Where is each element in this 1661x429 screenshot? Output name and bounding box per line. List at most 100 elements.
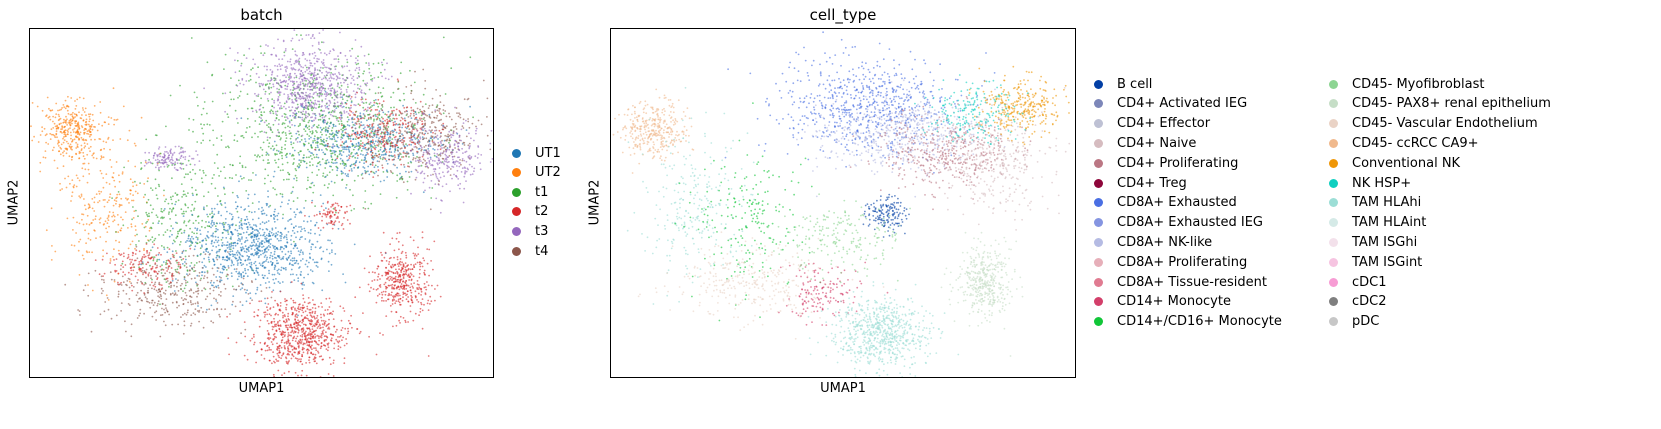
legend-item-cd4plus-activated-ieg: CD4+ Activated IEG	[1094, 95, 1247, 113]
legend-item-cd4plus-treg: CD4+ Treg	[1094, 174, 1187, 192]
point-cloud-t3-top	[203, 29, 393, 147]
legend-item-conventional-nk: Conventional NK	[1329, 154, 1460, 172]
legend-label: CD45- PAX8+ renal epithelium	[1352, 96, 1551, 112]
point-cloud-t3-small	[143, 145, 201, 172]
legend-label: TAM HLAhi	[1352, 195, 1422, 211]
legend-item-cd8aplus-exhausted-ieg: CD8A+ Exhausted IEG	[1094, 214, 1263, 232]
legend-label: CD4+ Treg	[1117, 175, 1187, 191]
point-cloud-conventional-nk	[968, 65, 1070, 146]
legend-label: Conventional NK	[1352, 155, 1461, 171]
legend-label: CD45- Vascular Endothelium	[1352, 116, 1538, 132]
point-cloud-tam-hlahi-arm	[626, 86, 755, 305]
legend-marker	[512, 148, 521, 158]
legend-item-t2: t2	[512, 203, 548, 221]
point-cloud-tam-hlahi	[807, 281, 960, 377]
legend-marker	[1094, 218, 1103, 228]
legend-marker	[1329, 99, 1338, 109]
legend-label: CD8A+ Tissue-resident	[1117, 274, 1267, 290]
legend-item-tam-isghi: TAM ISGhi	[1329, 233, 1417, 251]
legend-marker	[1329, 218, 1338, 228]
legend-marker	[1094, 178, 1103, 188]
legend-label: t2	[535, 204, 549, 220]
legend-label: TAM ISGint	[1352, 254, 1423, 270]
batch-y-axis-label: UMAP2	[6, 179, 22, 226]
batch-title: batch	[240, 6, 283, 24]
point-cloud-t1-arm	[111, 117, 254, 306]
point-cloud-t2-small	[304, 200, 352, 230]
batch-plot-area	[29, 28, 494, 378]
legend-label: UT2	[535, 165, 561, 181]
legend-marker	[1329, 257, 1338, 267]
legend-item-cd45-myofibroblast: CD45- Myofibroblast	[1329, 75, 1484, 93]
legend-marker	[1329, 297, 1338, 307]
legend-marker	[1094, 257, 1103, 267]
legend-item-cd4plus-naive: CD4+ Naive	[1094, 134, 1196, 152]
legend-marker	[1094, 99, 1103, 109]
legend-marker	[1094, 297, 1103, 307]
legend-label: t4	[535, 243, 549, 259]
legend-marker	[1329, 158, 1338, 168]
legend-item-cdc1: cDC1	[1329, 273, 1387, 291]
cell-type-title: cell_type	[809, 6, 877, 24]
legend-label: CD45- Myofibroblast	[1352, 76, 1485, 92]
legend-marker	[1094, 198, 1103, 208]
legend-marker	[512, 226, 521, 236]
point-cloud-nk-hsp	[914, 74, 1031, 145]
legend-marker	[1329, 79, 1338, 89]
cell-type-x-axis-label: UMAP1	[820, 381, 866, 396]
legend-label: TAM ISGhi	[1352, 234, 1418, 250]
legend-item-t3: t3	[512, 222, 548, 240]
point-cloud-cd4-naive	[914, 87, 1071, 231]
legend-marker	[512, 168, 521, 178]
legend-label: TAM HLAint	[1352, 215, 1427, 231]
point-cloud-t2-top	[314, 78, 445, 179]
point-cloud-t4-low	[64, 245, 273, 338]
point-cloud-ut2-blob	[30, 87, 143, 171]
point-cloud-cd14-mono	[778, 261, 889, 326]
legend-marker	[1329, 119, 1338, 129]
legend-label: CD4+ Effector	[1117, 116, 1211, 132]
legend-marker	[1094, 158, 1103, 168]
legend-label: CD45- ccRCC CA9+	[1352, 135, 1479, 151]
legend-label: CD4+ Naive	[1117, 135, 1197, 151]
point-cloud-myofib	[767, 193, 911, 284]
legend-item-cd4plus-proliferating: CD4+ Proliferating	[1094, 154, 1238, 172]
legend-item-cd8aplus-tissue-resident: CD8A+ Tissue-resident	[1094, 273, 1267, 291]
point-cloud-ut1-center	[140, 174, 387, 317]
point-cloud-pax8	[940, 231, 1024, 357]
legend-marker	[1329, 277, 1338, 287]
legend-item-tam-hlaint: TAM HLAint	[1329, 214, 1426, 232]
legend-marker	[1329, 237, 1338, 247]
legend-item-cd14plus-monocyte: CD14+ Monocyte	[1094, 293, 1231, 311]
legend-marker	[1094, 79, 1103, 89]
cell-type-plot-area	[610, 28, 1076, 378]
legend-label: CD4+ Proliferating	[1117, 155, 1239, 171]
legend-item-nk-hspplus: NK HSP+	[1329, 174, 1411, 192]
legend-marker	[1094, 119, 1103, 129]
legend-label: t1	[535, 184, 549, 200]
legend-label: CD8A+ Exhausted	[1117, 195, 1237, 211]
legend-item-cd45-vascular-endothelium: CD45- Vascular Endothelium	[1329, 115, 1538, 133]
point-cloud-t3-right	[394, 106, 493, 214]
legend-label: CD8A+ Proliferating	[1117, 254, 1248, 270]
legend-item-ut2: UT2	[512, 164, 561, 182]
legend-item-t4: t4	[512, 242, 548, 260]
point-cloud-ccrcc	[612, 88, 695, 174]
legend-item-cd14plus-cd16plus-monocyte: CD14+/CD16+ Monocyte	[1094, 313, 1282, 331]
cell-type-y-axis-label: UMAP2	[587, 179, 603, 226]
legend-label: t3	[535, 223, 549, 239]
legend-label: CD4+ Activated IEG	[1117, 96, 1248, 112]
point-cloud-cd4-prolif	[849, 95, 1032, 211]
legend-marker	[1329, 178, 1338, 188]
legend-label: CD8A+ NK-like	[1117, 234, 1213, 250]
point-cloud-t2-right	[358, 231, 442, 357]
legend-item-cd45-ccrcc-ca9plus: CD45- ccRCC CA9+	[1329, 134, 1479, 152]
point-cloud-t4-top	[356, 68, 492, 211]
batch-scatter	[30, 29, 493, 377]
point-cloud-t2-bottom	[226, 281, 384, 377]
legend-marker	[512, 246, 521, 256]
legend-item-cd8aplus-exhausted: CD8A+ Exhausted	[1094, 194, 1237, 212]
legend-item-cd8aplus-proliferating: CD8A+ Proliferating	[1094, 253, 1247, 271]
batch-x-axis-label: UMAP1	[238, 381, 285, 396]
legend-item-cd45-pax8plus-renal-epithelium: CD45- PAX8+ renal epithelium	[1329, 95, 1551, 113]
